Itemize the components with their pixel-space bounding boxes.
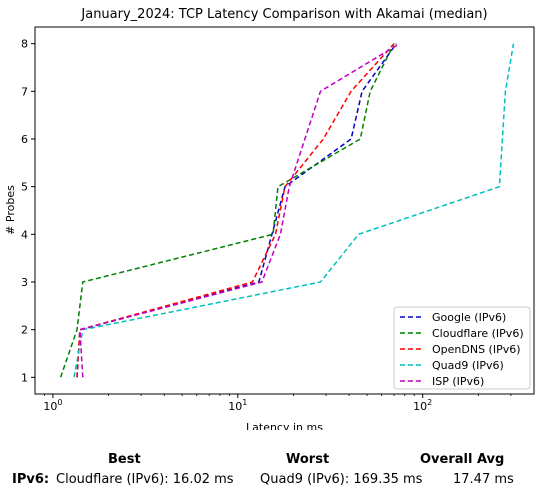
series-line-2 (59, 43, 395, 378)
x-tick-label: 100 (43, 398, 62, 413)
y-tick-label: 2 (21, 324, 28, 337)
y-tick-label: 5 (21, 181, 28, 194)
y-tick-label: 8 (21, 38, 28, 51)
stats-worst-value: Quad9 (IPv6): 169.35 ms (260, 472, 423, 487)
y-tick-label: 3 (21, 276, 28, 289)
latency-chart: January_2024: TCP Latency Comparison wit… (4, 7, 535, 430)
x-tick-label: 102 (413, 398, 432, 413)
axes-layer: 100 101 102 1 2 3 4 5 6 7 8 (21, 38, 512, 413)
legend-label-2: Cloudflare (IPv6) (432, 327, 524, 340)
x-tick-label: 101 (228, 398, 247, 413)
series-line-3 (76, 43, 395, 378)
stats-worst-header: Worst (286, 452, 330, 467)
y-tick-label: 1 (21, 371, 28, 384)
legend-box (393, 306, 531, 390)
legend-label-1: Google (IPv6) (432, 311, 506, 324)
y-tick-label: 4 (21, 228, 28, 241)
series-layer (59, 43, 515, 378)
legend-label-5: ISP (IPv6) (432, 375, 484, 388)
stats-best-header: Best (108, 452, 141, 467)
y-tick-label: 7 (21, 85, 28, 98)
chart-title: January_2024: TCP Latency Comparison wit… (80, 7, 487, 22)
legend: Google (IPv6) Cloudflare (IPv6) OpenDNS (I… (393, 306, 531, 390)
x-axis-label: Latency in ms (246, 421, 323, 430)
y-tick-label: 6 (21, 133, 28, 146)
stats-row-label: IPv6: (12, 472, 50, 487)
y-axis-label: # Probes (4, 185, 17, 235)
legend-label-3: OpenDNS (IPv6) (432, 343, 521, 356)
stats-avg-value: 17.47 ms (453, 472, 514, 487)
stats-avg-header: Overall Avg (420, 452, 505, 467)
series-line-5 (79, 43, 400, 378)
stats-best-value: Cloudflare (IPv6): 16.02 ms (56, 472, 234, 487)
legend-label-4: Quad9 (IPv6) (432, 359, 504, 372)
